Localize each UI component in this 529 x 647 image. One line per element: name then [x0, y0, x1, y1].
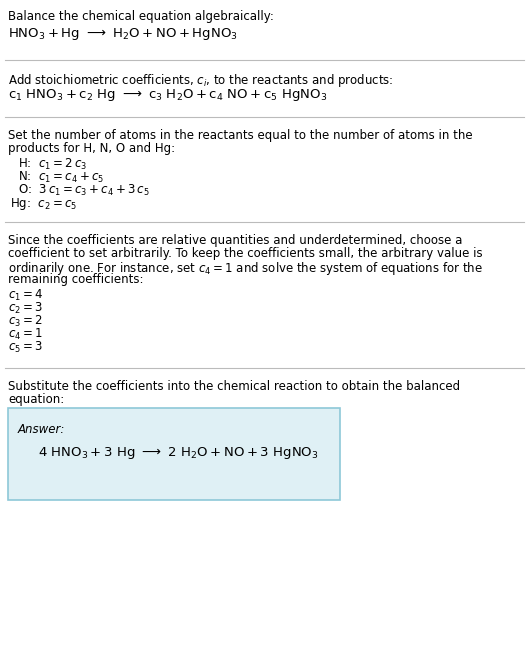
Text: products for H, N, O and Hg:: products for H, N, O and Hg: — [8, 142, 175, 155]
Text: $c_2 = 3$: $c_2 = 3$ — [8, 301, 43, 316]
Text: remaining coefficients:: remaining coefficients: — [8, 273, 143, 286]
Text: H:  $c_1 = 2\,c_3$: H: $c_1 = 2\,c_3$ — [18, 157, 87, 172]
Text: O:  $3\,c_1 = c_3 + c_4 + 3\,c_5$: O: $3\,c_1 = c_3 + c_4 + 3\,c_5$ — [18, 183, 150, 198]
Text: $c_1 = 4$: $c_1 = 4$ — [8, 288, 43, 303]
Text: Since the coefficients are relative quantities and underdetermined, choose a: Since the coefficients are relative quan… — [8, 234, 462, 247]
Text: $c_4 = 1$: $c_4 = 1$ — [8, 327, 43, 342]
Text: coefficient to set arbitrarily. To keep the coefficients small, the arbitrary va: coefficient to set arbitrarily. To keep … — [8, 247, 482, 260]
Text: equation:: equation: — [8, 393, 64, 406]
Text: $c_5 = 3$: $c_5 = 3$ — [8, 340, 43, 355]
Text: $\mathregular{c_1\ HNO_3 + c_2\ Hg\ \longrightarrow\ c_3\ H_2O + c_4\ NO + c_5\ : $\mathregular{c_1\ HNO_3 + c_2\ Hg\ \lon… — [8, 87, 327, 103]
Text: Answer:: Answer: — [18, 423, 66, 436]
Text: Balance the chemical equation algebraically:: Balance the chemical equation algebraica… — [8, 10, 274, 23]
Text: $c_3 = 2$: $c_3 = 2$ — [8, 314, 43, 329]
Text: $\mathregular{HNO_3 + Hg\ \longrightarrow\ H_2O + NO + HgNO_3}$: $\mathregular{HNO_3 + Hg\ \longrightarro… — [8, 26, 238, 42]
Text: Hg:  $c_2 = c_5$: Hg: $c_2 = c_5$ — [10, 196, 77, 212]
Text: Add stoichiometric coefficients, $c_i$, to the reactants and products:: Add stoichiometric coefficients, $c_i$, … — [8, 72, 394, 89]
Text: Set the number of atoms in the reactants equal to the number of atoms in the: Set the number of atoms in the reactants… — [8, 129, 472, 142]
Text: N:  $c_1 = c_4 + c_5$: N: $c_1 = c_4 + c_5$ — [18, 170, 104, 185]
Text: $\mathregular{4\ HNO_3 + 3\ Hg\ \longrightarrow\ 2\ H_2O + NO + 3\ HgNO_3}$: $\mathregular{4\ HNO_3 + 3\ Hg\ \longrig… — [38, 445, 318, 461]
FancyBboxPatch shape — [8, 408, 340, 500]
Text: Substitute the coefficients into the chemical reaction to obtain the balanced: Substitute the coefficients into the che… — [8, 380, 460, 393]
Text: ordinarily one. For instance, set $c_4 = 1$ and solve the system of equations fo: ordinarily one. For instance, set $c_4 =… — [8, 260, 483, 277]
